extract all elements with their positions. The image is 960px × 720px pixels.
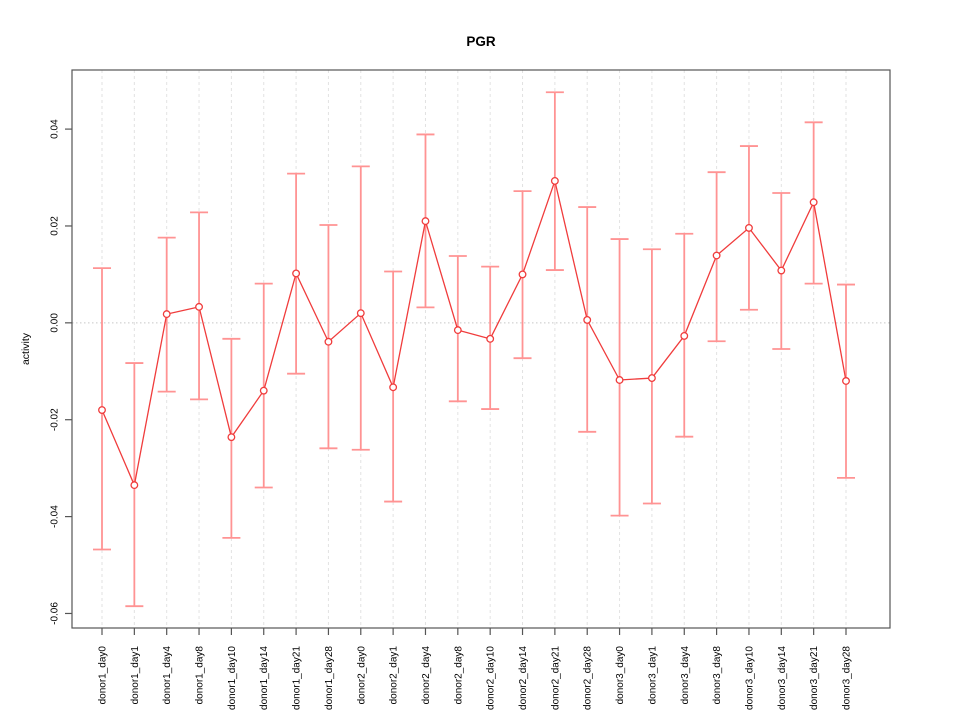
y-tick-label: 0.00 [50,313,61,333]
data-point [777,266,786,275]
data-point [98,406,106,414]
x-tick-label: donor1_day28 [324,646,335,710]
data-point [518,270,527,279]
data-point [324,337,333,346]
data-point [356,309,365,318]
data-point [130,481,139,490]
data-point [583,315,592,324]
plot-frame [71,69,891,629]
series-line [101,178,847,488]
chart-title: PGR [466,34,496,49]
x-tick-label: donor3_day8 [712,646,723,705]
x-tick-label: donor1_day14 [259,646,270,710]
data-point [745,223,753,232]
x-tick-label: donor3_day28 [842,646,853,710]
data-point [712,251,721,260]
x-tick-label: donor3_day1 [647,646,658,705]
x-tick-label: donor3_day21 [809,646,820,710]
data-point [195,302,203,311]
data-point [486,334,495,343]
data-point [162,310,171,319]
data-point [292,269,301,278]
data-point [259,386,268,395]
x-tick-label: donor1_day8 [195,646,206,705]
x-tick-label: donor1_day21 [292,646,303,710]
y-axis-title: activity [20,332,32,365]
x-tick-label: donor3_day14 [777,646,788,710]
x-tick-label: donor3_day10 [744,646,755,710]
y-tick-label: -0.02 [50,408,61,431]
data-point [227,433,236,442]
data-point [550,176,559,185]
x-tick-label: donor2_day4 [421,646,432,705]
x-tick-label: donor1_day4 [162,646,173,705]
data-point [421,217,430,226]
data-point [389,383,398,392]
x-tick-label: donor2_day0 [356,646,367,705]
data-point [809,198,818,207]
y-tick-label: -0.06 [50,602,61,625]
data-point [680,331,689,340]
x-tick-label: donor2_day14 [518,646,529,710]
x-tick-label: donor2_day10 [486,646,497,710]
x-tick-label: donor2_day1 [389,646,400,705]
plot-area: 0.04 0.02 0.00 -0.02 -0.04 -0.06 donor1_day0 do… [50,69,891,710]
y-tick-label: -0.04 [50,505,61,528]
x-tick-label: donor1_day0 [98,646,109,705]
x-tick-label: donor3_day0 [615,646,626,705]
x-tick-label: donor2_day28 [583,646,594,710]
x-tick-label: donor2_day8 [453,646,464,705]
x-tick-label: donor3_day4 [680,646,691,705]
data-point [453,326,462,335]
x-tick-label: donor2_day21 [550,646,561,710]
data-point [615,376,624,384]
data-point [842,377,850,385]
data-point [647,374,656,383]
y-tick-label: 0.04 [50,119,61,139]
x-tick-label: donor1_day1 [130,646,141,705]
x-tick-label: donor1_day10 [227,646,238,710]
y-tick-label: 0.02 [50,216,61,236]
